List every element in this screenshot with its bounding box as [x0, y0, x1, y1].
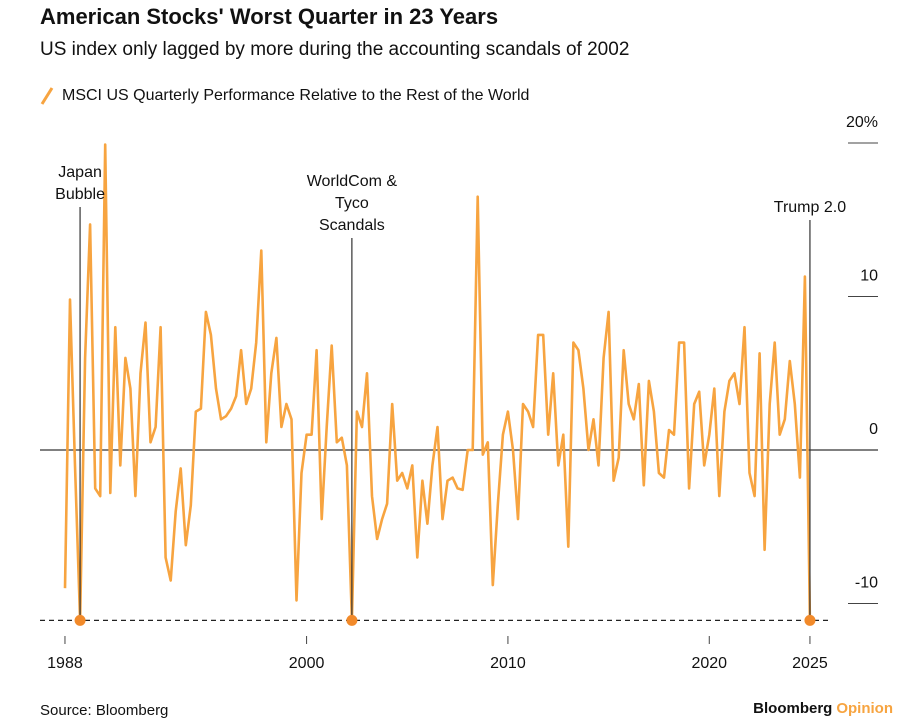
- legend-swatch: [40, 87, 54, 105]
- annotation-label: WorldCom &: [307, 173, 398, 190]
- y-tick-label: 10: [860, 268, 878, 285]
- chart-title: American Stocks' Worst Quarter in 23 Yea…: [40, 4, 498, 29]
- annotation-label: Japan: [58, 164, 102, 181]
- x-tick-label: 1988: [47, 655, 83, 672]
- y-tick-label: 0: [869, 421, 878, 438]
- annotation-marker: [804, 614, 816, 626]
- y-tick-label: 20%: [846, 114, 878, 131]
- x-tick-label: 2020: [691, 655, 727, 672]
- brand-opinion: Opinion: [836, 700, 893, 717]
- annotation-marker: [346, 614, 358, 626]
- annotation-marker: [74, 614, 86, 626]
- legend-label: MSCI US Quarterly Performance Relative t…: [62, 87, 529, 104]
- x-tick-label: 2000: [289, 655, 325, 672]
- x-tick-label: 2025: [792, 655, 828, 672]
- chart-subtitle: US index only lagged by more during the …: [40, 39, 629, 60]
- brand-main: Bloomberg: [753, 700, 832, 717]
- source: Source: Bloomberg: [40, 702, 168, 719]
- y-tick-label: -10: [855, 575, 878, 592]
- brand: Bloomberg Opinion: [753, 700, 893, 717]
- annotation-label: Trump 2.0: [774, 199, 846, 216]
- annotation-label: Bubble: [55, 186, 105, 203]
- annotation-label: Tyco: [335, 195, 369, 212]
- series-line: [63, 143, 812, 622]
- annotation-label: Scandals: [319, 217, 385, 234]
- x-tick-label: 2010: [490, 655, 526, 672]
